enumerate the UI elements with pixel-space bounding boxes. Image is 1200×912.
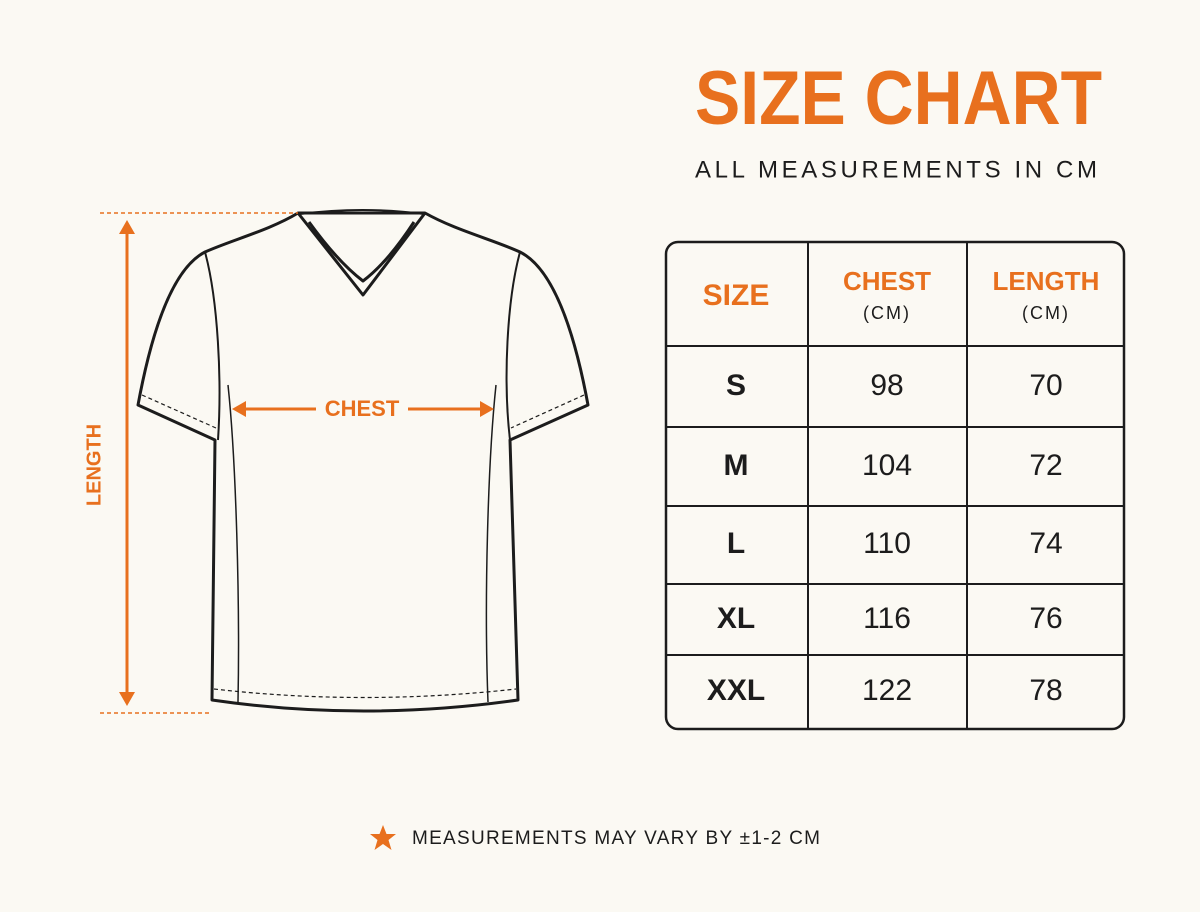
value-cell: 70 <box>1029 369 1062 402</box>
chest-marker <box>232 401 494 417</box>
value-cell: 98 <box>870 369 903 402</box>
column-unit: (CM) <box>863 303 911 323</box>
table-grid <box>666 242 1124 729</box>
size-cell: L <box>727 527 745 560</box>
size-cell: M <box>724 449 749 482</box>
value-cell: 110 <box>863 527 911 560</box>
value-cell: 72 <box>1029 449 1062 482</box>
chest-label: CHEST <box>325 396 400 421</box>
value-cell: 122 <box>862 674 912 707</box>
column-header: CHEST <box>843 266 931 296</box>
column-header: LENGTH <box>993 266 1100 296</box>
size-cell: XXL <box>707 674 765 707</box>
length-label: LENGTH <box>83 424 105 506</box>
shirt-drawing <box>136 209 590 713</box>
stitching <box>141 394 585 699</box>
length-marker <box>100 212 298 714</box>
size-table: SIZE CHEST (CM) LENGTH (CM) S 98 70 M 104 72 L 110 74… <box>664 240 1126 731</box>
star-icon <box>370 825 396 850</box>
value-cell: 78 <box>1029 674 1062 707</box>
size-cell: XL <box>717 602 755 635</box>
value-cell: 74 <box>1029 527 1062 560</box>
size-cell: S <box>726 369 746 402</box>
column-unit: (CM) <box>1022 303 1070 323</box>
subtitle: ALL MEASUREMENTS IN CM <box>695 156 1097 183</box>
value-cell: 116 <box>863 602 911 635</box>
table-border <box>664 240 1126 731</box>
value-cell: 104 <box>862 449 912 482</box>
footnote: MEASUREMENTS MAY VARY BY ±1-2 CM <box>412 828 820 849</box>
column-header: SIZE <box>703 279 770 312</box>
value-cell: 76 <box>1029 602 1062 635</box>
title: SIZE CHART <box>695 56 1102 141</box>
